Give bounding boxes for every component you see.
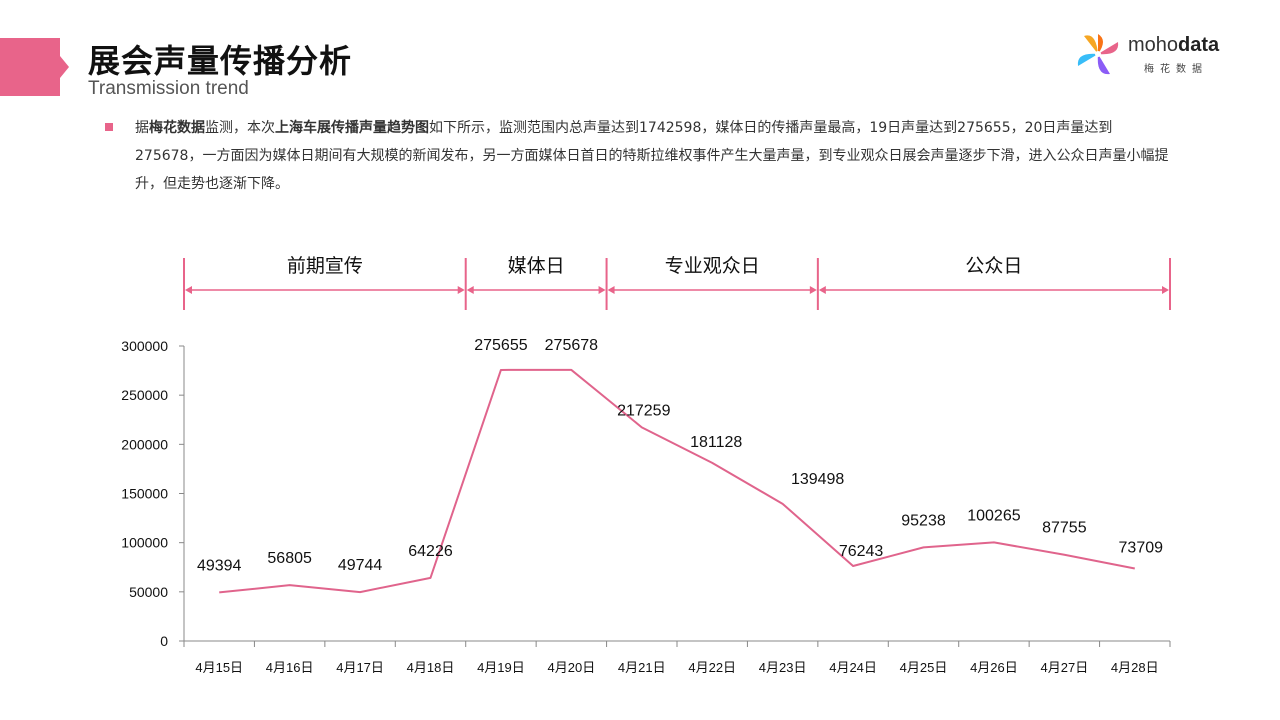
logo-wordmark: mohodata [1128,34,1219,57]
title-accent-arrow [60,56,69,78]
phase-arrow-head-right [809,286,817,294]
data-label: 275655 [474,337,527,354]
x-tick-label: 4月17日 [336,660,384,675]
data-label: 73709 [1119,540,1164,557]
data-label: 100265 [967,507,1020,524]
x-tick-label: 4月23日 [759,660,807,675]
data-label: 275678 [545,337,598,354]
phase-arrow-head-right [1162,286,1169,294]
phase-arrow-head-left [818,286,826,294]
desc-part-2: 监测，本次 [205,120,275,136]
phase-arrow-head-left [607,286,615,294]
phase-arrow-head-right [457,286,465,294]
phase-label: 前期宣传 [287,255,363,277]
data-label: 64226 [408,543,453,560]
phase-arrow-head-left [466,286,474,294]
description-text: 据梅花数据监测，本次上海车展传播声量趋势图如下所示，监测范围内总声量达到1742… [135,114,1175,198]
desc-part-1: 据 [135,120,149,136]
data-label: 56805 [267,550,312,567]
y-tick-label: 0 [160,633,168,649]
data-label: 87755 [1042,520,1087,537]
x-tick-label: 4月26日 [970,660,1018,675]
x-tick-label: 4月19日 [477,660,525,675]
desc-bold-2: 上海车展传播声量趋势图 [275,120,429,136]
page-title: 展会声量传播分析 [88,42,353,80]
x-tick-label: 4月28日 [1111,660,1159,675]
phase-label: 公众日 [965,255,1022,277]
x-tick-label: 4月16日 [266,660,314,675]
mohodata-logo: mohodata 梅花数据 [1074,30,1244,78]
y-tick-label: 300000 [121,338,168,354]
page-subtitle: Transmission trend [88,78,249,99]
data-label: 181128 [690,434,742,451]
logo-subtext: 梅花数据 [1144,64,1208,75]
phase-label: 专业观众日 [665,255,760,277]
x-tick-label: 4月21日 [618,660,666,675]
data-label: 95238 [901,512,946,529]
y-tick-label: 150000 [121,486,168,502]
phase-arrow-head-right [598,286,606,294]
title-accent-block [0,38,60,96]
logo-wordmark-bold: data [1178,34,1220,56]
pinwheel-logo-icon [1077,34,1119,75]
series-line [219,368,1135,594]
desc-bold-1: 梅花数据 [149,120,205,136]
desc-part-3: 如下所示，监测范围内总声量达到1742598，媒体日的传播声量最高，19日声量达… [135,120,1169,192]
x-tick-label: 4月27日 [1041,660,1089,675]
y-tick-label: 250000 [121,387,168,403]
data-label: 217259 [617,402,670,419]
x-tick-label: 4月25日 [900,660,948,675]
phase-label: 媒体日 [508,255,565,277]
description-bullet [105,123,113,131]
logo-wordmark-regular: moho [1128,34,1179,56]
x-tick-label: 4月18日 [407,660,455,675]
x-tick-label: 4月15日 [195,660,243,675]
x-tick-label: 4月20日 [548,660,596,675]
y-tick-label: 200000 [121,436,168,452]
x-tick-label: 4月24日 [829,660,877,675]
data-label: 139498 [791,471,844,488]
data-label: 49394 [197,557,242,574]
y-tick-label: 50000 [129,584,168,600]
data-label: 49744 [338,557,383,574]
y-tick-label: 100000 [121,535,168,551]
x-tick-label: 4月22日 [688,660,736,675]
phase-arrow-head-left [185,286,192,294]
data-label: 76243 [839,543,884,560]
